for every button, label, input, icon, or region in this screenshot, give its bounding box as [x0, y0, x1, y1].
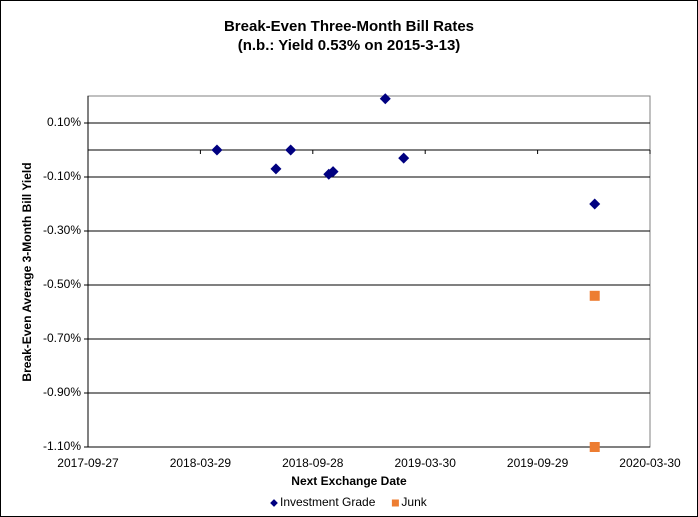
data-point	[589, 290, 600, 301]
legend-marker	[391, 499, 399, 507]
chart-title: Break-Even Three-Month Bill Rates	[224, 18, 474, 35]
y-tick-label: -0.30%	[43, 223, 81, 237]
x-tick-label: 2020-03-30	[619, 456, 681, 470]
plot-area	[87, 95, 651, 448]
x-tick-label: 2019-03-30	[395, 456, 457, 470]
y-tick-label: -0.10%	[43, 169, 81, 183]
y-tick-label: -0.70%	[43, 331, 81, 345]
x-tick-label: 2019-09-29	[507, 456, 569, 470]
data-point	[327, 166, 339, 178]
y-tick-label: -0.50%	[43, 277, 81, 291]
x-tick-label: 2018-09-28	[282, 456, 344, 470]
legend-label: Junk	[401, 495, 427, 509]
x-tick-label: 2018-03-29	[170, 456, 232, 470]
x-tick-label: 2017-09-27	[57, 456, 119, 470]
x-axis-title: Next Exchange Date	[291, 474, 407, 488]
data-point	[211, 144, 223, 156]
data-point	[589, 198, 601, 210]
y-axis-title: Break-Even Average 3-Month Bill Yield	[20, 162, 34, 381]
y-tick-label: -1.10%	[43, 439, 81, 453]
data-point	[589, 442, 600, 452]
legend-marker	[270, 499, 278, 507]
data-point	[379, 93, 391, 105]
y-tick-label: 0.10%	[47, 115, 81, 129]
chart-subtitle: (n.b.: Yield 0.53% on 2015-3-13)	[238, 37, 461, 54]
data-point	[398, 152, 410, 164]
y-tick-label: -0.90%	[43, 385, 81, 399]
data-point	[285, 144, 297, 156]
legend-label: Investment Grade	[280, 495, 376, 509]
data-point	[270, 163, 282, 175]
